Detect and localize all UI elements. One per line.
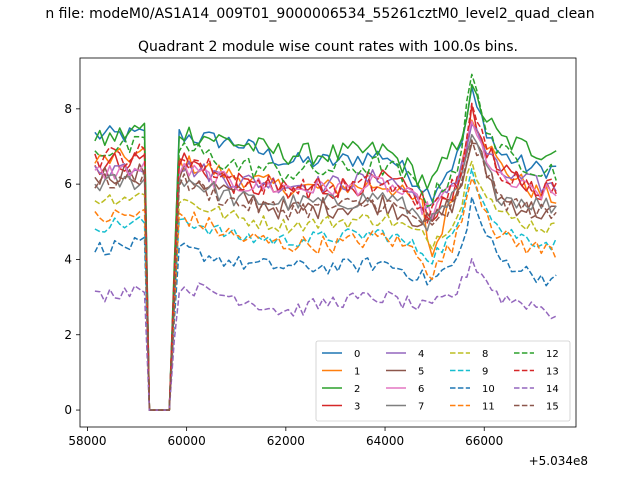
x-tick-label: 60000 [168,434,206,448]
x-offset-label: +5.034e8 [529,454,588,468]
legend-label-11: 11 [482,402,495,413]
legend-label-6: 6 [418,384,424,395]
legend-box [315,340,571,422]
legend-label-5: 5 [418,367,424,378]
figure-suptitle: n file: modeM0/AS1A14_009T01_9000006534_… [45,6,594,22]
legend-label-8: 8 [482,349,488,360]
legend-label-15: 15 [546,402,559,413]
series-line-15 [94,139,557,411]
legend-label-2: 2 [354,384,360,395]
plot-area [94,73,557,411]
x-axis: 58000 60000 62000 64000 66000 [68,427,503,448]
y-tick-label: 0 [64,403,72,417]
y-tick-label: 8 [64,102,72,116]
legend-label-4: 4 [418,349,424,360]
x-tick-label: 64000 [366,434,404,448]
series-layer [94,73,557,411]
legend-label-0: 0 [354,349,360,360]
legend-label-9: 9 [482,367,488,378]
legend-label-3: 3 [354,402,360,413]
legend-label-10: 10 [482,384,495,395]
y-tick-label: 6 [64,177,72,191]
series-line-14 [94,258,557,411]
x-tick-label: 58000 [68,434,106,448]
chart-title: Quadrant 2 module wise count rates with … [138,39,518,55]
legend-label-7: 7 [418,402,424,413]
x-tick-label: 66000 [465,434,503,448]
y-tick-label: 2 [64,328,72,342]
legend-label-13: 13 [546,367,559,378]
y-tick-label: 4 [64,252,72,266]
legend-label-14: 14 [546,384,559,395]
x-tick-label: 62000 [267,434,305,448]
legend-label-1: 1 [354,367,360,378]
y-axis: 0 2 4 6 8 [64,102,80,417]
series-line-13 [94,102,557,411]
axes-frame [79,57,577,428]
legend-label-12: 12 [546,349,559,360]
